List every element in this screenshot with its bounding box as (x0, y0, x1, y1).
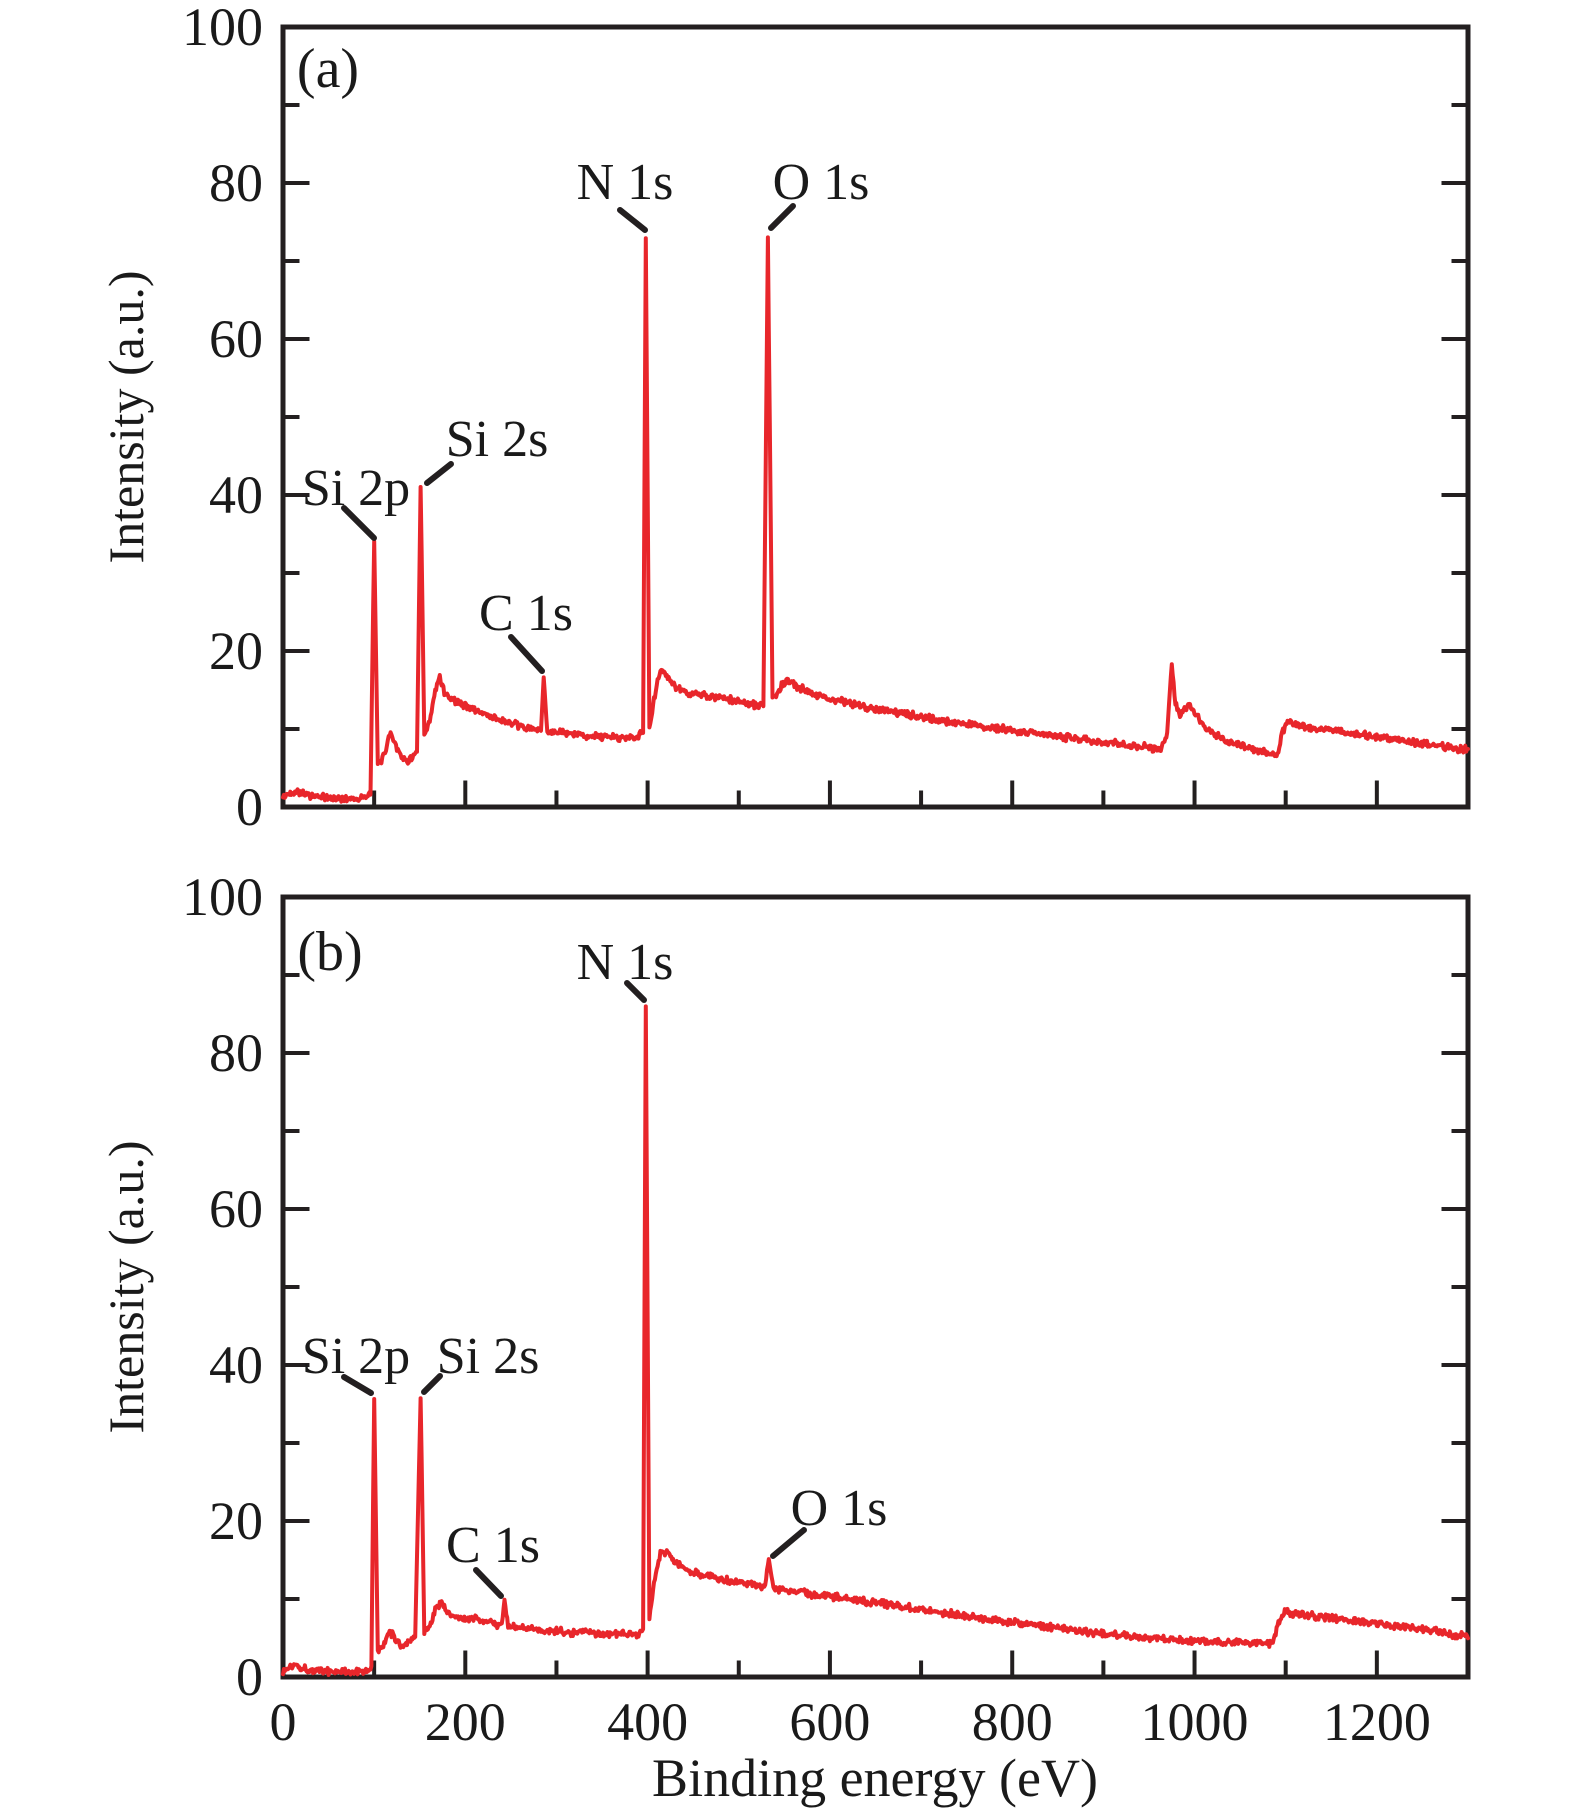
peak-annotation-si-2p: Si 2p (301, 1328, 411, 1385)
y-axis-title-panel-b: Intensity (a.u.) (98, 1140, 154, 1434)
panel-tag-b: (b) (297, 921, 363, 983)
y-tick-label-panel-a: 80 (209, 153, 263, 213)
x-tick-label: 0 (269, 1692, 297, 1752)
x-axis-title: Binding energy (eV) (652, 1748, 1098, 1808)
y-tick-label-panel-b: 100 (182, 867, 263, 927)
annotation-leader-line (508, 634, 545, 674)
y-tick-label-panel-b: 40 (209, 1335, 263, 1395)
panel-a-frame (280, 24, 1471, 810)
annotation-leader-line (421, 1373, 443, 1395)
annotation-leader-line (770, 1527, 807, 1559)
y-tick-label-panel-b: 0 (236, 1647, 263, 1707)
x-tick-label: 600 (789, 1692, 871, 1752)
y-tick-label-panel-a: 100 (182, 0, 263, 57)
y-tick-label-panel-a: 20 (209, 621, 263, 681)
peak-annotation-si-2p: Si 2p (301, 460, 411, 517)
annotation-leader-line (624, 980, 647, 1003)
peak-annotation-n-1s: N 1s (576, 154, 674, 211)
peak-annotation-o-1s: O 1s (790, 1480, 888, 1537)
panel-tag-a: (a) (296, 38, 360, 100)
x-tick-label: 1200 (1322, 1692, 1431, 1752)
y-axis-title-panel-a: Intensity (a.u.) (98, 270, 154, 564)
y-tick-label-panel-a: 40 (209, 465, 263, 525)
annotation-leader-line (341, 1374, 374, 1396)
y-tick-label-panel-b: 60 (209, 1179, 263, 1239)
x-tick-label: 800 (971, 1692, 1053, 1752)
peak-annotation-si-2s: Si 2s (445, 411, 549, 468)
peak-annotation-n-1s: N 1s (576, 934, 674, 991)
annotation-leader-line (341, 505, 377, 541)
peak-annotation-si-2s: Si 2s (436, 1328, 540, 1385)
y-tick-label-panel-a: 0 (236, 777, 263, 837)
y-tick-label-panel-a: 60 (209, 309, 263, 369)
peak-annotation-c-1s: C 1s (446, 1517, 540, 1574)
spectrum-curve-a (281, 235, 1470, 804)
x-tick-label: 400 (607, 1692, 689, 1752)
x-tick-label: 1000 (1140, 1692, 1249, 1752)
y-tick-label-panel-b: 80 (209, 1023, 263, 1083)
peak-annotation-c-1s: C 1s (479, 585, 573, 642)
annotation-leader-line (473, 1567, 504, 1599)
annotation-leader-line (424, 461, 454, 486)
panel-b-frame (280, 894, 1471, 1680)
annotation-leader-line (617, 207, 648, 233)
y-tick-label-panel-b: 20 (209, 1491, 263, 1551)
annotation-leader-line (768, 203, 796, 231)
peak-annotation-o-1s: O 1s (772, 154, 870, 211)
spectrum-curve-b (281, 1004, 1470, 1677)
x-tick-label: 200 (424, 1692, 506, 1752)
